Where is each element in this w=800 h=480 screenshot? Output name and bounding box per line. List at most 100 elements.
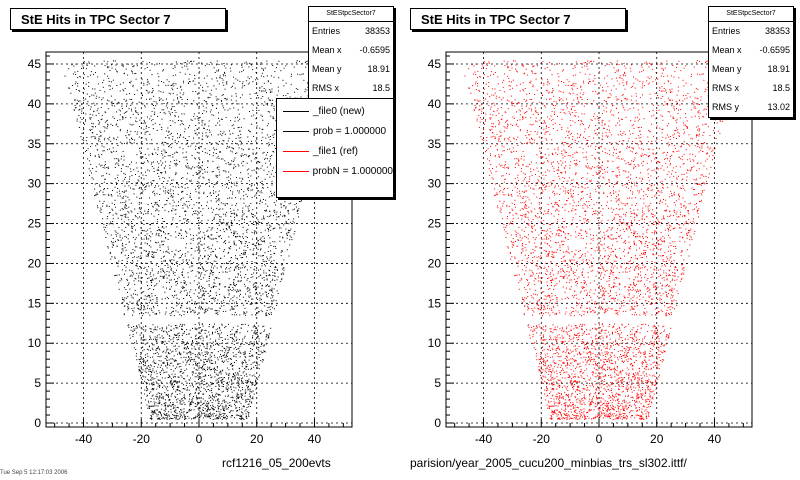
scatter-point [108,212,110,214]
scatter-point [194,118,196,120]
scatter-point [283,67,285,69]
scatter-point [166,348,168,350]
scatter-point [170,85,172,86]
scatter-point [253,361,255,363]
scatter-point [179,371,181,372]
scatter-point [88,82,90,84]
scatter-point [231,384,233,385]
scatter-point [188,389,190,391]
scatter-point [247,208,249,210]
scatter-point [145,138,147,140]
scatter-point [175,61,177,63]
scatter-point [178,232,180,234]
scatter-point [175,396,177,398]
scatter-point [227,222,229,224]
scatter-point [206,405,208,407]
scatter-point [251,170,253,172]
scatter-point [175,151,177,153]
scatter-point [218,235,220,237]
scatter-point [220,266,222,268]
scatter-point [255,288,256,290]
scatter-point [297,210,299,211]
scatter-point [183,92,185,94]
scatter-point [277,293,279,294]
scatter-point [258,223,260,225]
scatter-point [237,325,239,327]
scatter-point [168,282,170,284]
scatter-point [255,361,257,363]
scatter-point [224,98,226,100]
scatter-point [243,252,245,254]
scatter-point [210,352,212,354]
scatter-point [272,271,274,273]
scatter-point [122,118,124,120]
scatter-point [216,64,218,66]
scatter-point [216,60,218,62]
scatter-point [170,339,172,341]
scatter-point [212,155,214,157]
scatter-point [209,273,211,275]
scatter-point [165,105,167,107]
scatter-point [155,381,157,383]
scatter-point [72,85,74,86]
scatter-point [160,393,162,395]
scatter-point [238,240,240,241]
scatter-point [167,363,169,365]
scatter-point [167,395,169,397]
scatter-point [132,249,134,250]
scatter-point [164,272,166,274]
scatter-point [248,359,250,361]
scatter-point [117,217,119,219]
scatter-point [239,417,241,419]
scatter-point [203,127,204,129]
scatter-point [251,140,253,142]
scatter-point [161,226,163,228]
scatter-point [202,86,203,88]
scatter-point [165,274,167,276]
scatter-point [159,392,160,394]
scatter-point [159,328,161,330]
scatter-point [120,110,121,112]
scatter-point [150,379,152,381]
scatter-point [156,233,158,235]
scatter-point [172,338,174,340]
scatter-point [159,366,161,368]
scatter-point [114,167,116,168]
scatter-point [178,251,180,252]
scatter-point [253,221,254,223]
scatter-point [108,173,110,175]
scatter-point [223,213,225,215]
scatter-point [230,346,232,348]
scatter-point [92,88,94,90]
scatter-point [209,418,211,419]
scatter-point [138,203,140,205]
scatter-point [189,197,191,198]
scatter-point [217,69,219,71]
scatter-point [198,185,200,187]
scatter-point [215,312,217,314]
scatter-point [225,171,227,173]
scatter-point [239,130,241,132]
scatter-point [290,236,292,238]
scatter-point [286,249,288,251]
scatter-point [193,310,195,312]
scatter-point [236,338,238,340]
scatter-point [195,171,197,173]
scatter-point [242,264,244,266]
scatter-point [257,343,259,345]
scatter-point [256,160,258,162]
scatter-point [133,142,135,144]
scatter-point [268,303,270,305]
scatter-point [180,97,182,98]
scatter-point [182,333,184,335]
scatter-point [178,386,180,388]
scatter-point [240,257,242,259]
scatter-point [207,368,208,370]
scatter-point [188,359,190,361]
scatter-point [178,298,180,300]
scatter-point [202,290,204,292]
scatter-point [249,343,251,345]
scatter-point [264,210,266,212]
scatter-point [134,107,136,109]
scatter-point [92,178,94,180]
